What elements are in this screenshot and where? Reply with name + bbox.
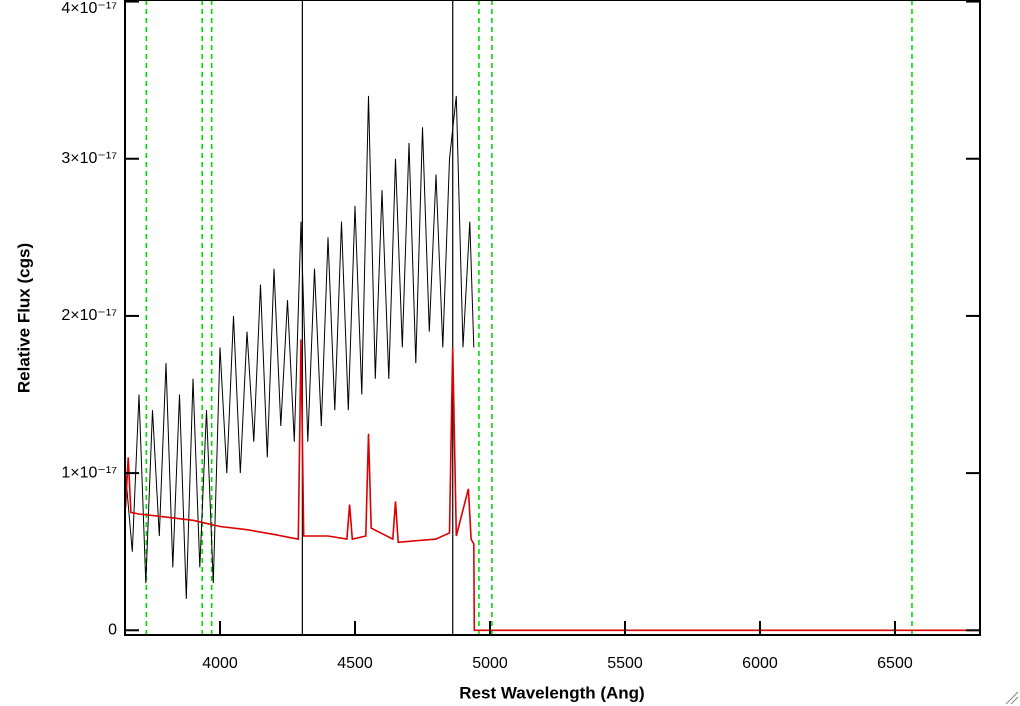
x-tick-label: 6000 xyxy=(742,655,778,672)
x-axis-label: Rest Wavelength (Ang) xyxy=(459,683,644,702)
x-tick-label: 4000 xyxy=(202,655,238,672)
resize-grip xyxy=(1005,691,1019,705)
y-tick-label: 0 xyxy=(108,622,117,639)
plot-frame xyxy=(124,0,981,636)
x-tick-label: 5000 xyxy=(472,655,508,672)
y-tick-label: 3×10⁻¹⁷ xyxy=(61,150,117,167)
y-axis-label: Relative Flux (cgs) xyxy=(14,243,33,393)
x-tick-label: 4500 xyxy=(337,655,373,672)
y-tick-label: 1×10⁻¹⁷ xyxy=(61,464,117,481)
x-tick-label: 6500 xyxy=(877,655,913,672)
spectrum-line xyxy=(124,339,980,632)
y-tick-label: 2×10⁻¹⁷ xyxy=(61,307,117,324)
y-tick-label: 4×10⁻¹⁷ xyxy=(61,0,117,17)
spectrum-line xyxy=(125,95,475,599)
x-tick-label: 5500 xyxy=(607,655,643,672)
